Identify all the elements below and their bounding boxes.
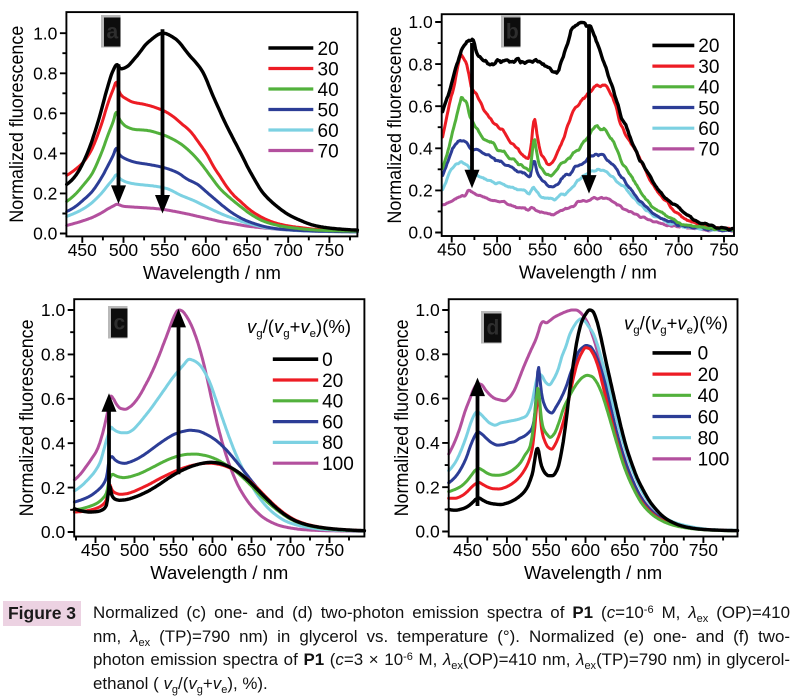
svg-text:450: 450 xyxy=(68,240,97,260)
svg-text:1.0: 1.0 xyxy=(415,300,440,320)
svg-text:0.8: 0.8 xyxy=(41,345,65,365)
svg-text:0.4: 0.4 xyxy=(41,433,66,453)
svg-text:700: 700 xyxy=(649,540,678,560)
svg-text:0.4: 0.4 xyxy=(408,139,433,159)
svg-text:0.8: 0.8 xyxy=(408,54,432,74)
svg-text:600: 600 xyxy=(571,540,600,560)
svg-text:40: 40 xyxy=(318,80,339,101)
svg-text:0.0: 0.0 xyxy=(41,522,66,542)
svg-text:60: 60 xyxy=(322,412,343,433)
svg-text:750: 750 xyxy=(689,540,718,560)
svg-text:20: 20 xyxy=(698,365,719,386)
svg-text:500: 500 xyxy=(492,540,521,560)
svg-text:80: 80 xyxy=(698,429,719,450)
svg-text:600: 600 xyxy=(573,240,602,260)
svg-text:0.6: 0.6 xyxy=(415,389,439,409)
svg-text:100: 100 xyxy=(322,454,354,475)
svg-text:20: 20 xyxy=(322,371,343,392)
svg-text:0: 0 xyxy=(698,344,709,365)
svg-text:1.0: 1.0 xyxy=(33,23,58,43)
svg-text:0.8: 0.8 xyxy=(415,345,439,365)
svg-text:vg/(vg+ve)(%): vg/(vg+ve)(%) xyxy=(247,316,351,340)
svg-text:450: 450 xyxy=(453,540,482,560)
svg-text:650: 650 xyxy=(610,540,639,560)
svg-text:700: 700 xyxy=(276,540,305,560)
svg-text:500: 500 xyxy=(482,240,511,260)
svg-text:0.2: 0.2 xyxy=(33,184,57,204)
svg-text:0.0: 0.0 xyxy=(408,223,433,243)
svg-text:20: 20 xyxy=(318,39,339,60)
svg-text:60: 60 xyxy=(698,407,719,428)
svg-text:Wavelength / nm: Wavelength / nm xyxy=(524,562,662,583)
svg-text:60: 60 xyxy=(698,119,719,140)
svg-text:700: 700 xyxy=(664,240,693,260)
svg-text:600: 600 xyxy=(191,240,220,260)
svg-text:0.0: 0.0 xyxy=(33,224,58,244)
svg-text:750: 750 xyxy=(315,240,344,260)
svg-text:550: 550 xyxy=(532,540,561,560)
svg-text:Wavelength / nm: Wavelength / nm xyxy=(150,562,288,583)
svg-text:50: 50 xyxy=(698,98,719,119)
svg-text:Normalized fluorescence: Normalized fluorescence xyxy=(384,27,406,224)
svg-text:b: b xyxy=(506,20,519,43)
svg-text:40: 40 xyxy=(698,386,719,407)
svg-text:450: 450 xyxy=(81,540,110,560)
svg-text:0.4: 0.4 xyxy=(33,144,58,164)
svg-text:650: 650 xyxy=(619,240,648,260)
svg-text:50: 50 xyxy=(318,100,339,121)
svg-text:0.6: 0.6 xyxy=(33,104,57,124)
svg-text:550: 550 xyxy=(150,240,179,260)
svg-text:80: 80 xyxy=(322,433,343,454)
svg-text:d: d xyxy=(486,316,499,339)
svg-text:40: 40 xyxy=(698,78,719,99)
svg-text:Normalized fluorescence: Normalized fluorescence xyxy=(391,319,413,516)
svg-text:600: 600 xyxy=(198,540,227,560)
svg-text:450: 450 xyxy=(437,240,466,260)
svg-text:650: 650 xyxy=(232,240,261,260)
svg-text:550: 550 xyxy=(159,540,188,560)
svg-text:0.6: 0.6 xyxy=(408,96,432,116)
svg-text:1.0: 1.0 xyxy=(408,12,433,32)
svg-text:a: a xyxy=(106,20,118,43)
svg-text:Wavelength / nm: Wavelength / nm xyxy=(519,262,657,283)
svg-text:700: 700 xyxy=(274,240,303,260)
svg-text:30: 30 xyxy=(318,59,339,80)
svg-text:Normalized fluorescence: Normalized fluorescence xyxy=(16,319,38,516)
svg-text:0.6: 0.6 xyxy=(41,389,65,409)
svg-text:0.2: 0.2 xyxy=(415,477,439,497)
svg-text:0.2: 0.2 xyxy=(408,181,432,201)
svg-text:750: 750 xyxy=(315,540,344,560)
svg-text:vg/(vg+ve)(%): vg/(vg+ve)(%) xyxy=(624,313,728,337)
svg-text:40: 40 xyxy=(322,392,343,413)
svg-text:750: 750 xyxy=(709,240,738,260)
svg-text:Wavelength / nm: Wavelength / nm xyxy=(143,262,281,283)
svg-text:Normalized fluorescence: Normalized fluorescence xyxy=(6,26,28,223)
svg-text:500: 500 xyxy=(109,240,138,260)
svg-text:0: 0 xyxy=(322,350,333,371)
svg-text:500: 500 xyxy=(120,540,149,560)
svg-text:70: 70 xyxy=(318,141,339,162)
svg-text:100: 100 xyxy=(698,450,730,471)
svg-text:60: 60 xyxy=(318,121,339,142)
svg-text:20: 20 xyxy=(698,36,719,57)
svg-text:0.0: 0.0 xyxy=(415,522,440,542)
svg-text:0.2: 0.2 xyxy=(41,478,65,498)
svg-text:0.8: 0.8 xyxy=(33,64,57,84)
svg-text:c: c xyxy=(113,311,125,334)
svg-text:550: 550 xyxy=(528,240,557,260)
svg-text:70: 70 xyxy=(698,140,719,161)
svg-text:650: 650 xyxy=(237,540,266,560)
svg-text:30: 30 xyxy=(698,57,719,78)
svg-text:1.0: 1.0 xyxy=(41,300,66,320)
svg-text:0.4: 0.4 xyxy=(415,433,440,453)
